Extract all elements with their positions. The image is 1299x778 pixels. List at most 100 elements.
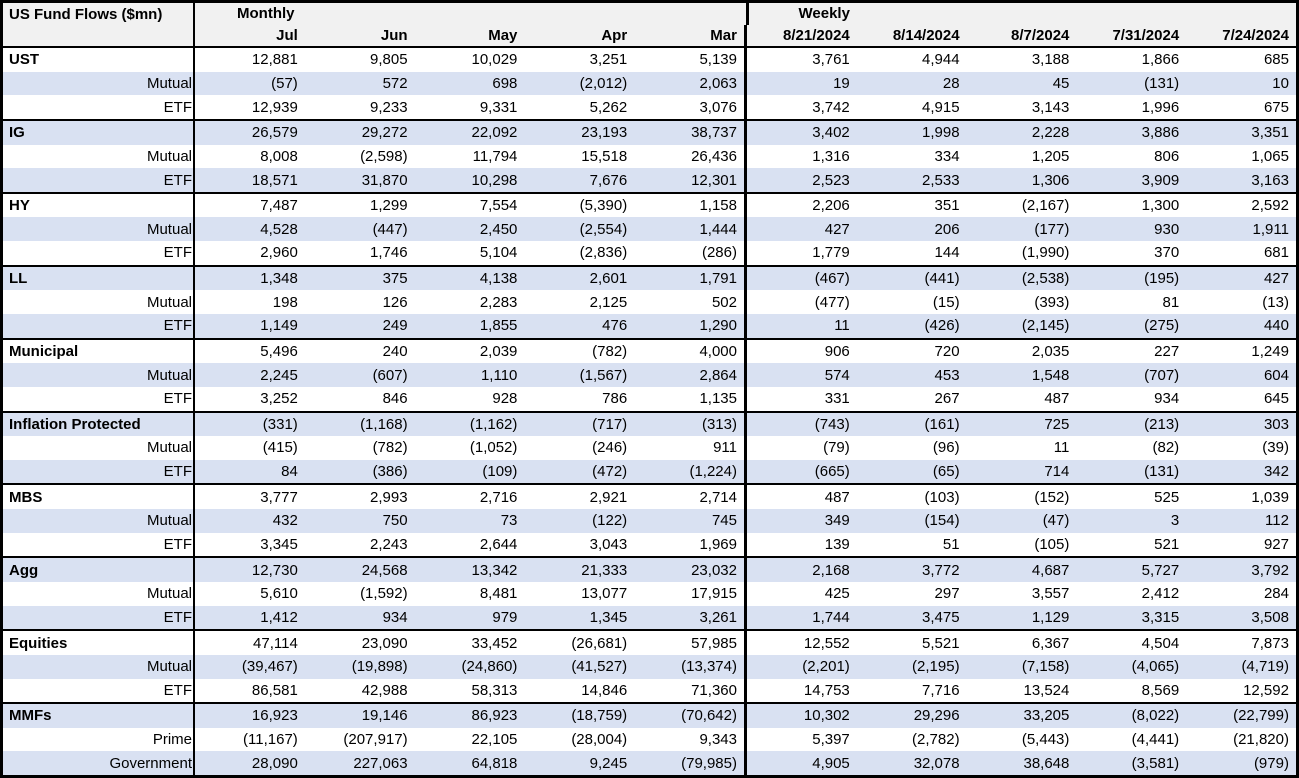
value-cell: 57,985 — [691, 634, 737, 652]
row-label-sub: ETF — [3, 532, 195, 557]
table-row: Prime (11,167) (207,917) 22,105 (28,004) 9,34… — [3, 727, 1296, 752]
value-cell: 16,923 — [251, 707, 298, 725]
value-cell: 81 — [1162, 293, 1180, 311]
value-cell: 6,367 — [1031, 634, 1070, 652]
row-label-group: MBS — [3, 485, 195, 510]
value-cell: (177) — [1034, 220, 1070, 238]
value-cell: (2,201) — [743, 654, 857, 679]
value-cell: 1,065 — [1251, 147, 1289, 165]
value-cell: 3,043 — [589, 536, 628, 554]
value-cell: 2,716 — [479, 488, 518, 506]
value-cell: (331) — [262, 415, 298, 433]
value-cell: 375 — [382, 270, 408, 288]
row-label-group: Agg — [3, 558, 195, 582]
value-cell: 1,779 — [743, 241, 857, 265]
value-cell: 1,316 — [743, 144, 857, 169]
value-cell: 487 — [1044, 390, 1070, 408]
value-cell: 1,205 — [1031, 147, 1070, 165]
value-cell: 3,475 — [922, 608, 960, 626]
value-cell: 370 — [1154, 244, 1180, 262]
value-cell: (743) — [743, 412, 857, 437]
table-row: LL 1,348 375 4,138 2,601 1,791 (467) (441) (2,53… — [3, 266, 1296, 291]
value-cell: 12,730 — [251, 561, 298, 579]
value-cell: 3,886 — [1141, 124, 1180, 142]
value-cell: (39,467) — [241, 658, 298, 676]
value-cell: (4,065) — [1131, 658, 1180, 676]
value-cell: 11 — [1053, 439, 1070, 457]
value-cell: 725 — [1044, 415, 1070, 433]
value-cell: (26,681) — [571, 634, 628, 652]
value-cell: 1,998 — [922, 124, 960, 142]
value-cell: (5,443) — [1021, 731, 1070, 749]
value-cell: (477) — [743, 290, 857, 314]
table-row: Mutual 198 126 2,283 2,125 502 (477) (15) (393) 8… — [3, 290, 1296, 314]
table-row: MBS 3,777 2,993 2,716 2,921 2,714 487 (103) (152… — [3, 485, 1296, 510]
value-cell: 4,944 — [922, 51, 960, 69]
value-cell: 29,296 — [913, 707, 960, 725]
value-cell: 425 — [743, 581, 857, 606]
value-cell: 29,272 — [361, 124, 408, 142]
value-cell: 604 — [1263, 366, 1289, 384]
value-cell: (195) — [1144, 270, 1180, 288]
table-row: Equities 47,114 23,090 33,452 (26,681) 57,985… — [3, 631, 1296, 655]
group-inflation-protected: Inflation Protected (331) (1,168) (1,162) (7… — [3, 410, 1296, 484]
value-cell: 112 — [1265, 512, 1289, 530]
group-hy: HY 7,487 1,299 7,554 (5,390) 1,158 2,206 351 (2,… — [3, 191, 1296, 265]
value-cell: 32,078 — [913, 754, 960, 772]
value-cell: 22,092 — [471, 124, 518, 142]
value-cell: 2,960 — [260, 244, 298, 262]
value-cell: (1,224) — [689, 463, 737, 481]
value-cell: 8,481 — [479, 585, 518, 603]
value-cell: 139 — [743, 532, 857, 557]
value-cell: 7,487 — [260, 197, 298, 215]
value-cell: (2,782) — [912, 731, 960, 749]
value-cell: (2,012) — [579, 74, 628, 92]
value-cell: 1,149 — [260, 317, 298, 335]
value-cell: 86,581 — [251, 681, 298, 699]
value-cell: (105) — [1034, 536, 1070, 554]
value-cell: 2,245 — [260, 366, 298, 384]
value-cell: 2,644 — [479, 536, 518, 554]
value-cell: 3,792 — [1251, 561, 1289, 579]
value-cell: 2,228 — [1031, 124, 1070, 142]
value-cell: 1,299 — [370, 197, 408, 215]
value-cell: (4,719) — [1241, 658, 1289, 676]
value-cell: 26,436 — [691, 147, 737, 165]
value-cell: 9,331 — [479, 98, 518, 116]
row-label-group: Equities — [3, 631, 195, 655]
value-cell: 2,243 — [370, 536, 408, 554]
value-cell: (782) — [592, 342, 628, 360]
value-cell: (3,581) — [1131, 754, 1180, 772]
value-cell: 73 — [500, 512, 518, 530]
value-cell: (41,527) — [571, 658, 628, 676]
value-cell: 45 — [1052, 74, 1070, 92]
value-cell: 249 — [382, 317, 408, 335]
value-cell: (447) — [372, 220, 408, 238]
value-cell: (393) — [1034, 293, 1070, 311]
value-cell: 21,333 — [581, 561, 628, 579]
value-cell: 3,163 — [1251, 171, 1289, 189]
group-ll: LL 1,348 375 4,138 2,601 1,791 (467) (441) (2,53… — [3, 264, 1296, 338]
value-cell: (441) — [924, 270, 960, 288]
value-cell: 1,348 — [260, 270, 298, 288]
value-cell: 681 — [1263, 244, 1289, 262]
value-cell: 2,063 — [699, 74, 737, 92]
value-cell: 1,744 — [743, 605, 857, 630]
value-cell: 8,569 — [1141, 681, 1180, 699]
value-cell: (28,004) — [571, 731, 628, 749]
value-cell: 13,342 — [471, 561, 518, 579]
row-label-sub: Mutual — [3, 363, 195, 387]
group-ust: UST 12,881 9,805 10,029 3,251 5,139 3,761 4,944… — [3, 48, 1296, 119]
column-header-8-21-2024: 8/21/2024 — [743, 24, 857, 46]
value-cell: (313) — [701, 415, 737, 433]
row-label-sub: Government — [3, 751, 195, 775]
row-label-sub: ETF — [3, 95, 195, 119]
value-cell: 1,746 — [370, 244, 408, 262]
value-cell: 4,000 — [699, 342, 737, 360]
value-cell: 745 — [711, 512, 737, 530]
value-cell: 1,866 — [1141, 51, 1180, 69]
value-cell: (286) — [701, 244, 737, 262]
value-cell: 4,504 — [1141, 634, 1180, 652]
value-cell: 3,251 — [589, 51, 628, 69]
value-cell: 979 — [492, 608, 518, 626]
